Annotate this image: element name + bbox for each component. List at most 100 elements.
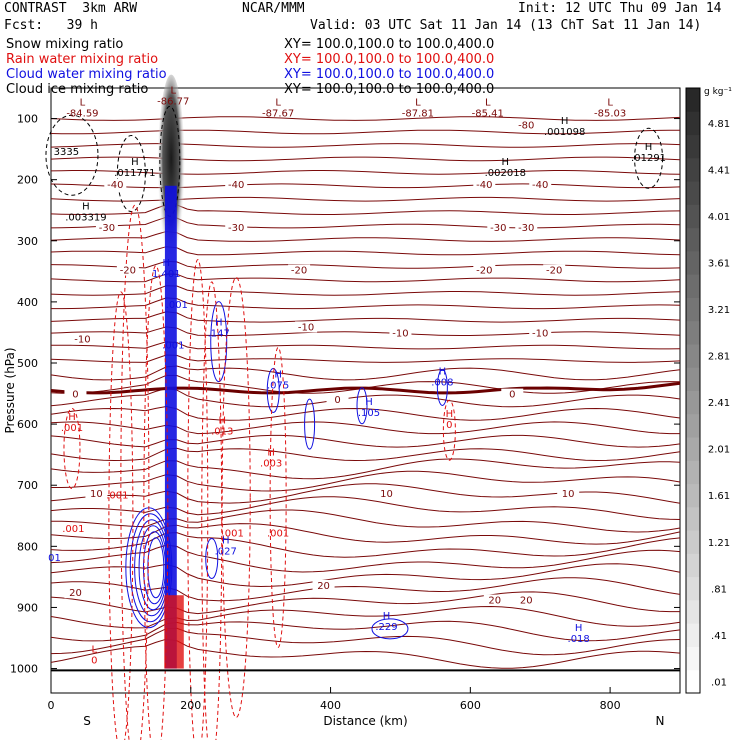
colorbar-segment	[686, 343, 700, 368]
cloud-water-contour	[356, 387, 368, 425]
extremum-kind: L	[92, 644, 98, 655]
isotherm-label: -30	[99, 223, 115, 234]
colorbar-segment	[686, 111, 700, 136]
colorbar-segment	[686, 134, 700, 159]
header-valid: Valid: 03 UTC Sat 11 Jan 14 (13 ChT Sat …	[310, 18, 702, 33]
extremum-value: .001	[166, 300, 188, 311]
x-end-label-north: N	[656, 714, 665, 728]
colorbar-label: 2.41	[708, 398, 730, 409]
isotherm-line	[50, 129, 680, 135]
isotherm-label-bg	[389, 327, 412, 339]
legend-label: Snow mixing ratio	[6, 37, 123, 52]
x-tick-label: 0	[48, 699, 55, 712]
rain-contour	[269, 346, 287, 648]
colorbar-frame	[685, 87, 701, 694]
snow-plume	[157, 74, 186, 285]
isotherm-label-bg	[375, 488, 398, 500]
isotherm-line	[51, 509, 681, 533]
x-tick-label: 600	[460, 699, 481, 712]
isotherm-label-bg	[116, 264, 139, 276]
colorbar-label: .81	[711, 584, 727, 595]
colorbar-segment	[686, 483, 700, 508]
y-tick-label: 200	[17, 174, 38, 187]
isotherm-label-bg	[71, 333, 94, 345]
isotherm-line	[50, 156, 681, 162]
isotherm-label: 10	[380, 489, 393, 500]
colorbar-segment	[686, 297, 700, 322]
rain-contour	[120, 204, 150, 740]
isotherm-line	[50, 365, 681, 381]
extremum-kind: H	[267, 448, 275, 459]
y-tick-label: 400	[17, 296, 38, 309]
isotherm-line	[50, 577, 681, 602]
isotherm-line	[50, 523, 681, 545]
colorbar-label: .41	[711, 631, 727, 642]
extremum-value: .001	[61, 423, 83, 434]
colorbar-label: 1.21	[708, 538, 730, 549]
isotherm-line	[50, 447, 681, 462]
cloud-water-contour	[138, 525, 168, 611]
isotherm-label-bg	[104, 179, 127, 190]
colorbar-unit: g kg⁻¹	[704, 87, 732, 97]
x-tick-label: 800	[600, 699, 621, 712]
colorbar-segment	[686, 413, 700, 438]
isotherm-label-bg	[295, 321, 318, 333]
isotherm-line	[50, 311, 681, 323]
isotherm-line	[50, 260, 681, 269]
isotherm-line	[50, 544, 681, 573]
isotherm-line	[50, 627, 681, 656]
extremum-value: 01	[48, 553, 61, 564]
isotherm-line	[50, 496, 681, 520]
colorbar-label: 2.81	[708, 352, 730, 363]
isotherm-label-bg	[312, 579, 335, 591]
isotherm-line	[50, 143, 681, 148]
cloud-water-contour	[304, 398, 316, 450]
isotherm-line	[50, 387, 681, 408]
extremum-kind: H	[575, 623, 583, 634]
extremum-value: -85.03	[594, 109, 626, 120]
extremum-kind: H	[561, 116, 569, 127]
isotherm-label-bg	[326, 394, 349, 406]
extremum-kind: L	[171, 85, 177, 96]
rain-contour	[187, 259, 209, 740]
isotherm-line	[50, 116, 681, 121]
isotherm-label-bg	[543, 264, 566, 276]
extremum-value: -85.41	[472, 109, 504, 120]
extremum-kind: H	[274, 369, 282, 380]
colorbar-label: 4.41	[708, 165, 730, 176]
colorbar-segment	[686, 599, 700, 624]
isotherm-label: -30	[518, 223, 534, 234]
isotherm-label: -10	[298, 322, 314, 333]
colorbar-segment	[686, 88, 700, 112]
colorbar-label: 3.61	[708, 259, 730, 270]
isotherm-line	[51, 470, 681, 492]
rain-contour	[108, 291, 134, 740]
isotherm-label-bg	[85, 488, 108, 500]
isotherm-line	[51, 297, 681, 310]
y-tick-label: 600	[17, 418, 38, 431]
extremum-value: -84.59	[66, 109, 98, 120]
legend-xy: XY= 100.0,100.0 to 100.0,400.0	[284, 52, 494, 67]
isotherm-line	[50, 170, 681, 175]
extremum-value: 1.401	[152, 269, 181, 280]
x-tick-label: 400	[320, 699, 341, 712]
extremum-value: -87.67	[262, 109, 294, 120]
colorbar-segment	[686, 460, 700, 485]
rain-contour	[143, 265, 169, 740]
isotherm-label-bg	[225, 179, 248, 190]
colorbar-segment	[686, 390, 700, 415]
isotherm-label: 0	[334, 395, 340, 406]
isotherm-label-bg	[557, 488, 580, 500]
isotherm-label-bg	[95, 221, 118, 233]
isotherm-line	[50, 326, 681, 336]
cloud-water-contour	[147, 537, 165, 599]
y-tick-label: 800	[17, 540, 38, 553]
isotherm-label: 0	[509, 390, 515, 401]
extremum-kind: H	[222, 536, 230, 547]
isotherm-line	[51, 341, 681, 350]
isotherm-line	[50, 204, 681, 216]
isotherm-label-bg	[288, 264, 311, 276]
extremum-kind: H	[502, 157, 510, 168]
isotherm-label-bg	[473, 264, 496, 276]
isotherm-line	[50, 216, 681, 229]
